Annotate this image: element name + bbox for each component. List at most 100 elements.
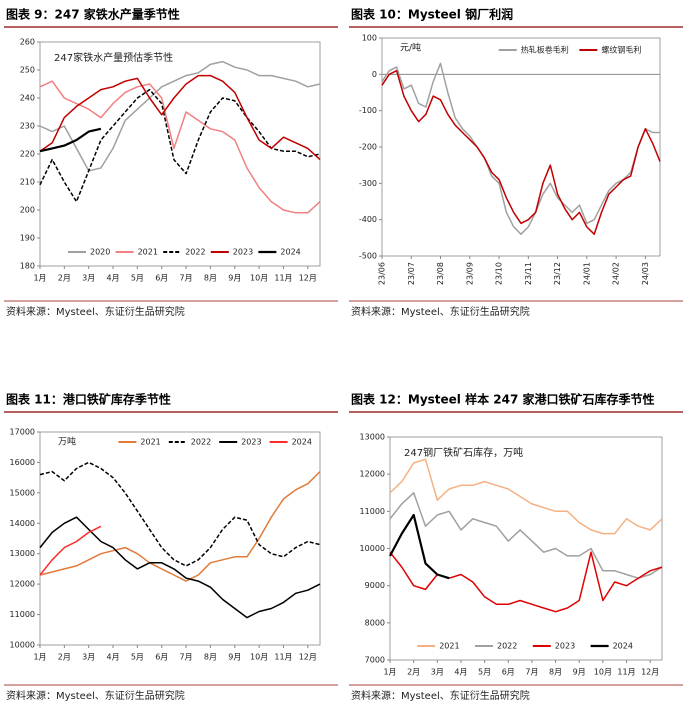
legend-label: 2023: [555, 642, 575, 651]
series-line: [381, 62, 660, 235]
y-tick-label: 16000: [10, 458, 35, 467]
y-tick-label: 11000: [10, 610, 35, 619]
y-tick-label: 12000: [360, 470, 385, 479]
x-tick-label: 6月: [155, 653, 168, 662]
series-line: [389, 458, 663, 535]
y-tick-label: 210: [20, 178, 35, 187]
y-tick-label: 11000: [360, 507, 385, 516]
x-tick-label: 1月: [33, 653, 46, 662]
y-tick-label: 13000: [360, 433, 385, 442]
chart-subtitle: 247家铁水产量预估季节性: [54, 51, 173, 64]
legend-label: 2021: [140, 438, 160, 447]
y-tick-label: 17000: [10, 428, 35, 437]
x-tick-label: 24/01: [582, 262, 591, 285]
legend-label: 2020: [90, 248, 110, 257]
legend-label: 2024: [613, 642, 633, 651]
y-tick-label: 0: [372, 70, 377, 79]
x-tick-label: 8月: [204, 653, 217, 662]
x-tick-label: 3月: [82, 653, 95, 662]
legend-label: 2022: [185, 248, 205, 257]
x-tick-label: 9月: [228, 653, 241, 662]
series-line: [39, 471, 321, 582]
y-tick-label: 12000: [10, 580, 35, 589]
y-tick-label: 7000: [365, 656, 385, 665]
y-tick-label: 240: [20, 94, 35, 103]
x-tick-label: 5月: [131, 274, 144, 283]
x-tick-label: 12月: [641, 668, 659, 677]
figure-title: 图表 9：247 家铁水产量季节性: [6, 7, 180, 22]
source-note: 资料来源：Mysteel、东证衍生品研究院: [351, 689, 530, 702]
x-tick-label: 8月: [549, 668, 562, 677]
x-tick-label: 9月: [228, 274, 241, 283]
figure-title: 图表 11：港口铁矿库存季节性: [6, 392, 171, 407]
legend-label: 热轧板卷毛利: [521, 45, 569, 55]
plot-frame: [39, 431, 321, 646]
x-tick-label: 4月: [454, 668, 467, 677]
x-tick-label: 23/10: [495, 262, 504, 285]
x-tick-label: 6月: [502, 668, 515, 677]
y-tick-label: 100: [362, 34, 377, 43]
x-tick-label: 6月: [155, 274, 168, 283]
y-tick-label: 14000: [10, 519, 35, 528]
y-axis-label: 元/吨: [400, 42, 421, 54]
series-line: [389, 513, 450, 580]
series-line: [389, 492, 663, 579]
x-tick-label: 24/02: [612, 262, 621, 285]
chart-subtitle: 247钢厂铁矿石库存，万吨: [404, 446, 523, 459]
y-tick-label: 10000: [360, 544, 385, 553]
y-tick-label: 230: [20, 122, 35, 131]
x-tick-label: 23/09: [465, 262, 474, 285]
x-tick-label: 8月: [204, 274, 217, 283]
x-tick-label: 2月: [58, 274, 71, 283]
x-tick-label: 12月: [299, 653, 317, 662]
plot-frame: [39, 41, 321, 267]
y-tick-label: 9000: [365, 581, 385, 590]
x-tick-label: 4月: [106, 653, 119, 662]
x-tick-label: 9月: [573, 668, 586, 677]
legend-label: 2024: [292, 438, 312, 447]
x-tick-label: 2月: [58, 653, 71, 662]
series-line: [381, 69, 661, 235]
series-line: [39, 127, 102, 153]
series-line: [39, 516, 321, 619]
legend-label: 2021: [439, 642, 459, 651]
x-tick-label: 23/12: [553, 262, 562, 285]
x-tick-label: 23/08: [436, 262, 445, 285]
x-tick-label: 1月: [383, 668, 396, 677]
y-tick-label: 250: [20, 66, 35, 75]
y-tick-label: 15000: [10, 488, 35, 497]
x-tick-label: 3月: [431, 668, 444, 677]
y-tick-label: 220: [20, 150, 35, 159]
x-tick-label: 1月: [33, 274, 46, 283]
x-tick-label: 24/03: [641, 262, 650, 285]
y-tick-label: -300: [359, 179, 377, 188]
x-tick-label: 4月: [106, 274, 119, 283]
y-tick-label: -200: [359, 143, 377, 152]
y-tick-label: -100: [359, 106, 377, 115]
y-axis-label: 万吨: [58, 436, 76, 448]
source-note: 资料来源：Mysteel、东证衍生品研究院: [6, 305, 185, 318]
x-tick-label: 11月: [274, 274, 292, 283]
plot-frame: [389, 436, 663, 661]
y-tick-label: 260: [20, 38, 35, 47]
x-tick-label: 7月: [525, 668, 538, 677]
x-tick-label: 10月: [594, 668, 612, 677]
y-tick-label: 180: [20, 262, 35, 271]
y-tick-label: -400: [359, 215, 377, 224]
x-tick-label: 5月: [478, 668, 491, 677]
x-tick-label: 11月: [274, 653, 292, 662]
legend-label: 2022: [191, 438, 211, 447]
y-tick-label: 190: [20, 234, 35, 243]
series-line: [39, 461, 321, 567]
y-tick-label: -500: [359, 252, 377, 261]
source-note: 资料来源：Mysteel、东证衍生品研究院: [6, 689, 185, 702]
y-tick-label: 13000: [10, 549, 35, 558]
figure-title: 图表 12：Mysteel 样本 247 家港口铁矿石库存季节性: [351, 392, 655, 407]
x-tick-label: 5月: [131, 653, 144, 662]
y-tick-label: 8000: [365, 618, 385, 627]
x-tick-label: 10月: [250, 653, 268, 662]
x-tick-label: 2月: [407, 668, 420, 677]
series-line: [389, 551, 663, 613]
x-tick-label: 12月: [299, 274, 317, 283]
